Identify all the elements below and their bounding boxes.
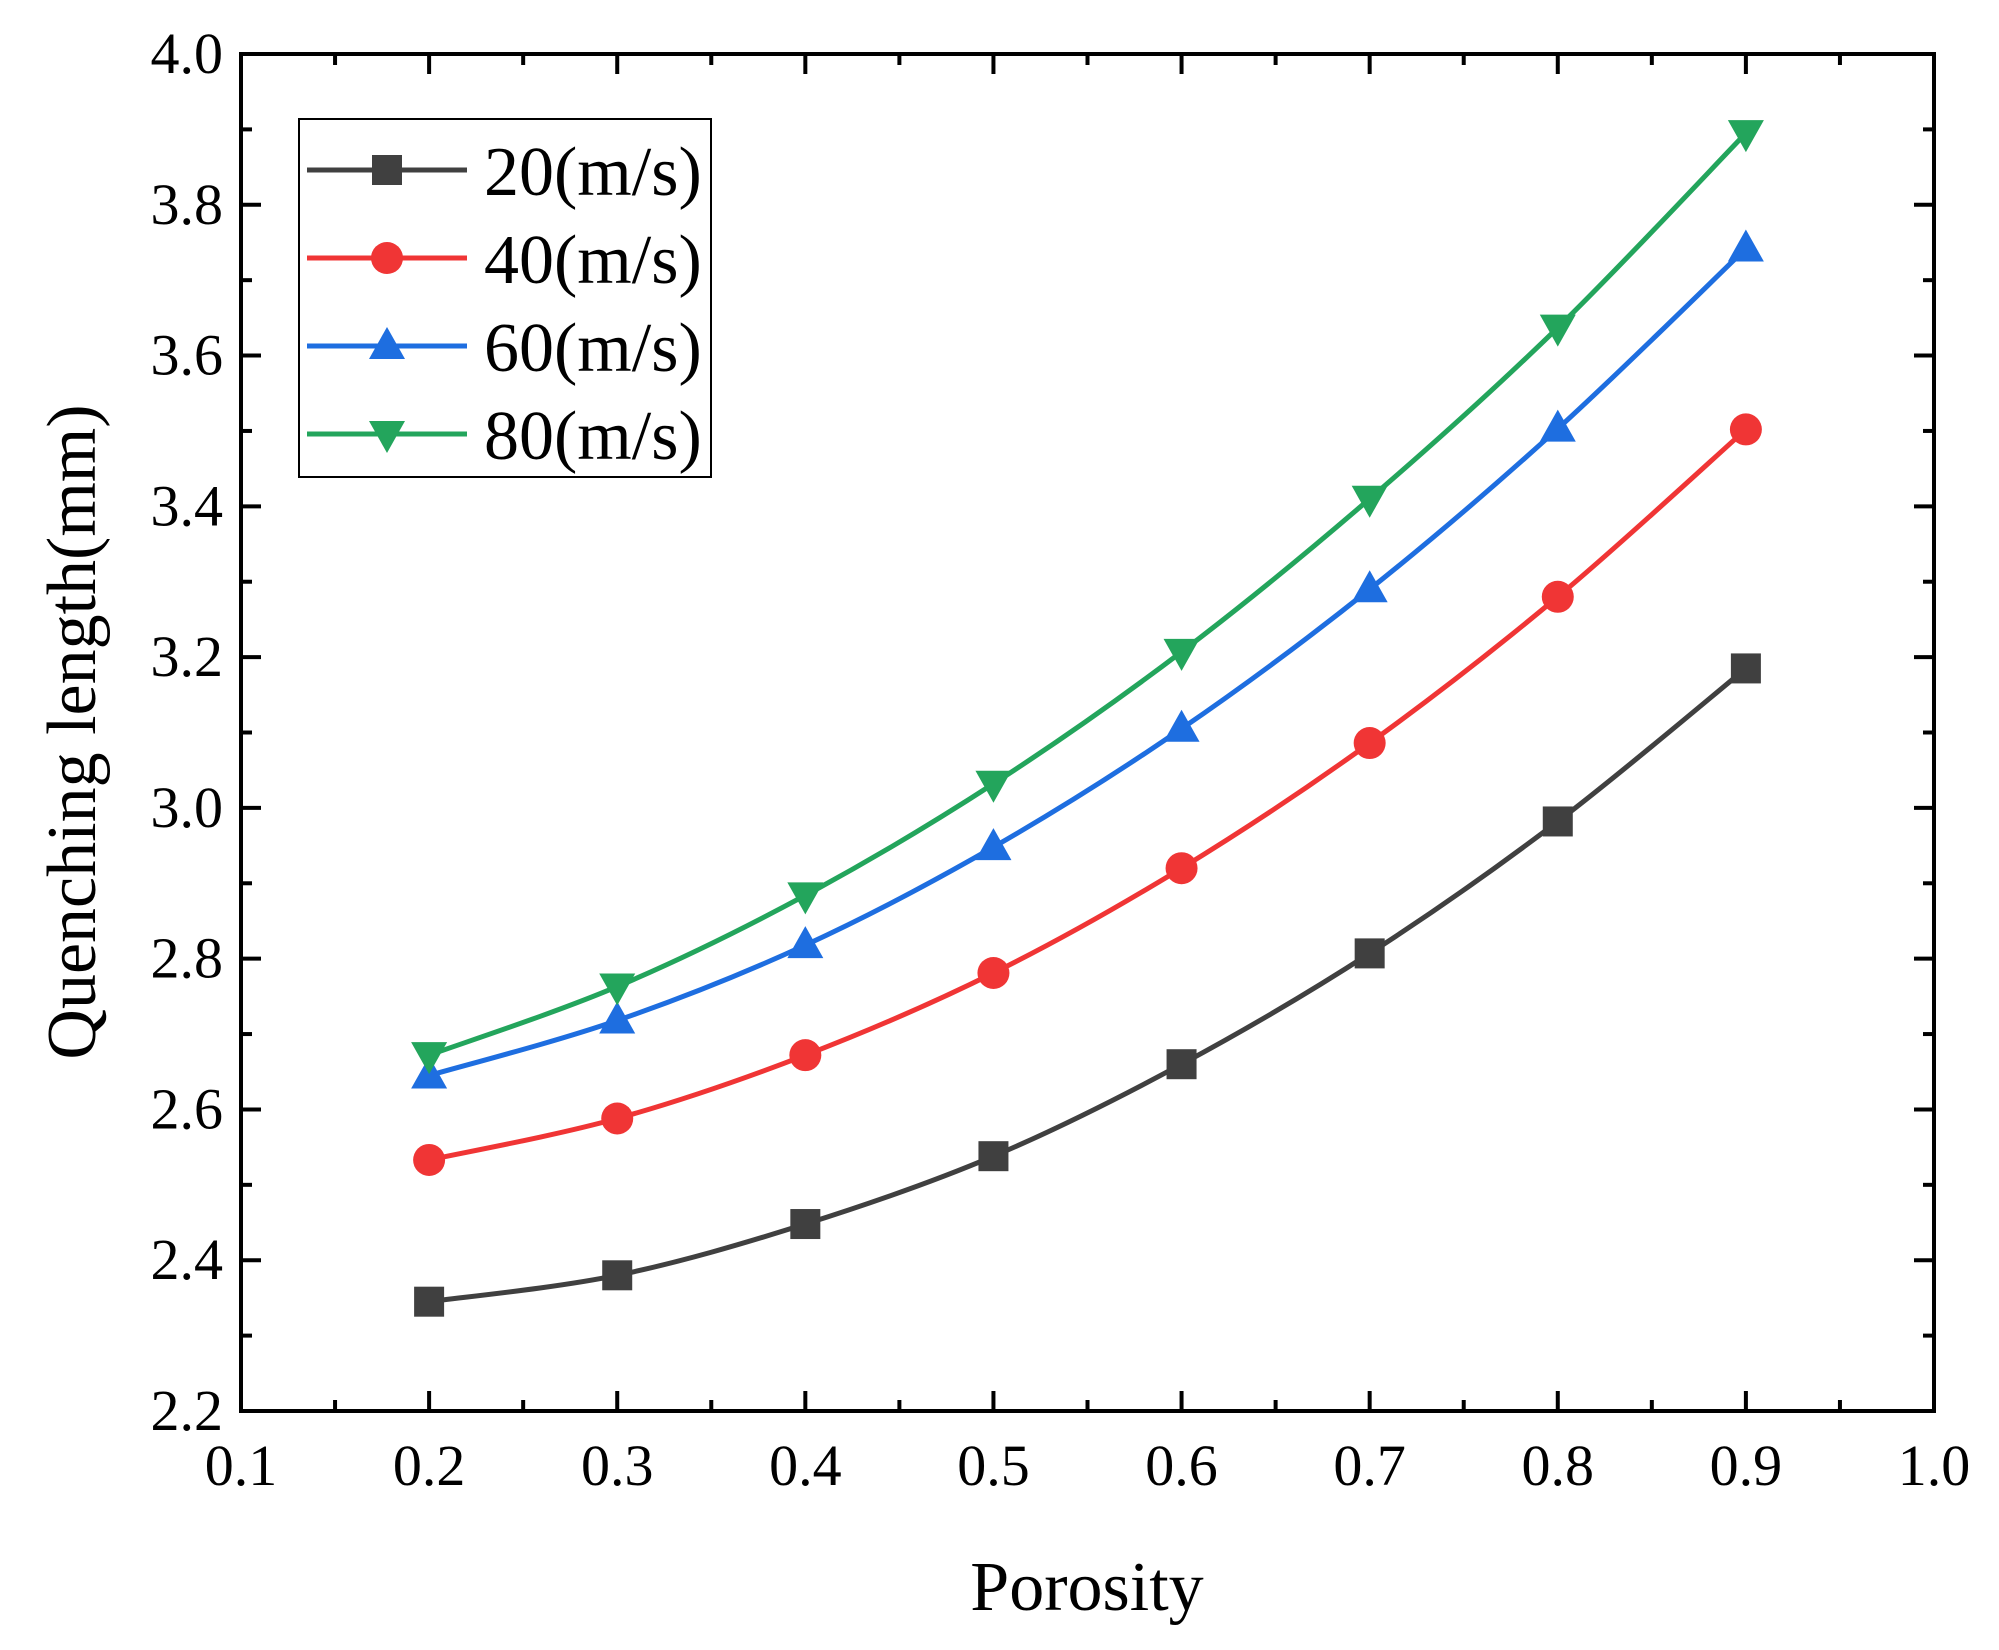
legend-label: 20(m/s) bbox=[484, 134, 702, 211]
data-point bbox=[599, 1001, 636, 1034]
y-tick-label: 2.6 bbox=[151, 1076, 224, 1141]
legend-marker bbox=[372, 155, 402, 185]
legend-entry: 60(m/s) bbox=[307, 310, 702, 387]
y-tick-label: 2.4 bbox=[151, 1227, 224, 1292]
data-point bbox=[411, 1042, 448, 1075]
data-point bbox=[1354, 938, 1385, 969]
data-point bbox=[1727, 120, 1764, 153]
y-tick-label: 3.2 bbox=[151, 624, 224, 689]
data-point bbox=[1542, 806, 1573, 837]
data-point bbox=[1727, 229, 1764, 262]
series-20-m-s bbox=[414, 653, 1761, 1317]
legend-label: 80(m/s) bbox=[484, 398, 702, 475]
legend: 20(m/s) 40(m/s) 60(m/s) 80(m/s) bbox=[298, 118, 712, 478]
legend-entry: 20(m/s) bbox=[307, 134, 702, 211]
tick-labels: 0.1 0.2 0.3 0.4 0.5 0.6 0.7 0.8 0.9 1.0 2.2 2.4 2.6 2… bbox=[151, 21, 1971, 1498]
data-point bbox=[1730, 653, 1761, 684]
x-tick-label: 0.9 bbox=[1710, 1433, 1783, 1498]
data-point bbox=[1541, 580, 1574, 613]
x-tick-label: 0.1 bbox=[205, 1433, 278, 1498]
data-point bbox=[1351, 570, 1388, 603]
x-tick-label: 0.2 bbox=[393, 1433, 466, 1498]
data-point bbox=[977, 956, 1010, 989]
legend-entry: 80(m/s) bbox=[307, 398, 702, 475]
data-point bbox=[1539, 314, 1576, 347]
series-40-m-s bbox=[413, 413, 1762, 1176]
x-tick-label: 0.6 bbox=[1145, 1433, 1218, 1498]
legend-box bbox=[298, 118, 712, 478]
data-point bbox=[1163, 638, 1200, 671]
data-point bbox=[602, 1260, 633, 1291]
data-point bbox=[414, 1286, 445, 1317]
data-point bbox=[413, 1143, 446, 1176]
series-layer bbox=[411, 120, 1764, 1317]
legend-marker bbox=[369, 327, 405, 359]
data-point bbox=[975, 770, 1012, 803]
data-point bbox=[1351, 485, 1388, 518]
series-80-m-s bbox=[411, 120, 1764, 1075]
data-point bbox=[1729, 413, 1762, 446]
legend-marker bbox=[371, 242, 403, 274]
legend-marker bbox=[369, 421, 405, 453]
x-tick-label: 1.0 bbox=[1898, 1433, 1971, 1498]
data-point bbox=[1163, 709, 1200, 742]
y-tick-label: 3.6 bbox=[151, 323, 224, 388]
data-point bbox=[975, 828, 1012, 861]
y-tick-label: 3.4 bbox=[151, 473, 224, 538]
y-tick-label: 3.8 bbox=[151, 172, 224, 237]
x-tick-label: 0.7 bbox=[1333, 1433, 1406, 1498]
legend-entry: 40(m/s) bbox=[307, 222, 702, 299]
x-tick-label: 0.4 bbox=[769, 1433, 842, 1498]
data-point bbox=[789, 1039, 822, 1072]
x-axis-label: Porosity bbox=[970, 1549, 1203, 1626]
data-point bbox=[1353, 727, 1386, 760]
data-point bbox=[790, 1209, 821, 1240]
series-line bbox=[428, 131, 1748, 1058]
data-point bbox=[1165, 852, 1198, 885]
plot-frame bbox=[239, 52, 1936, 1413]
data-point bbox=[787, 926, 824, 959]
data-point bbox=[787, 882, 824, 915]
x-tick-label: 0.5 bbox=[957, 1433, 1030, 1498]
y-axis-label: Quenching length(mm) bbox=[34, 404, 111, 1059]
series-60-m-s bbox=[411, 229, 1764, 1089]
x-tick-label: 0.8 bbox=[1522, 1433, 1595, 1498]
data-point bbox=[1539, 409, 1576, 442]
data-point bbox=[601, 1102, 634, 1135]
y-tick-label: 3.0 bbox=[151, 775, 224, 840]
series-line bbox=[428, 427, 1748, 1163]
data-point bbox=[599, 973, 636, 1006]
y-tick-label: 2.8 bbox=[151, 926, 224, 991]
legend-label: 40(m/s) bbox=[484, 222, 702, 299]
x-tick-label: 0.3 bbox=[581, 1433, 654, 1498]
y-tick-label: 2.2 bbox=[151, 1378, 224, 1443]
data-point bbox=[978, 1141, 1009, 1172]
y-tick-label: 4.0 bbox=[151, 21, 224, 86]
data-point bbox=[1166, 1049, 1197, 1080]
legend-label: 60(m/s) bbox=[484, 310, 702, 387]
